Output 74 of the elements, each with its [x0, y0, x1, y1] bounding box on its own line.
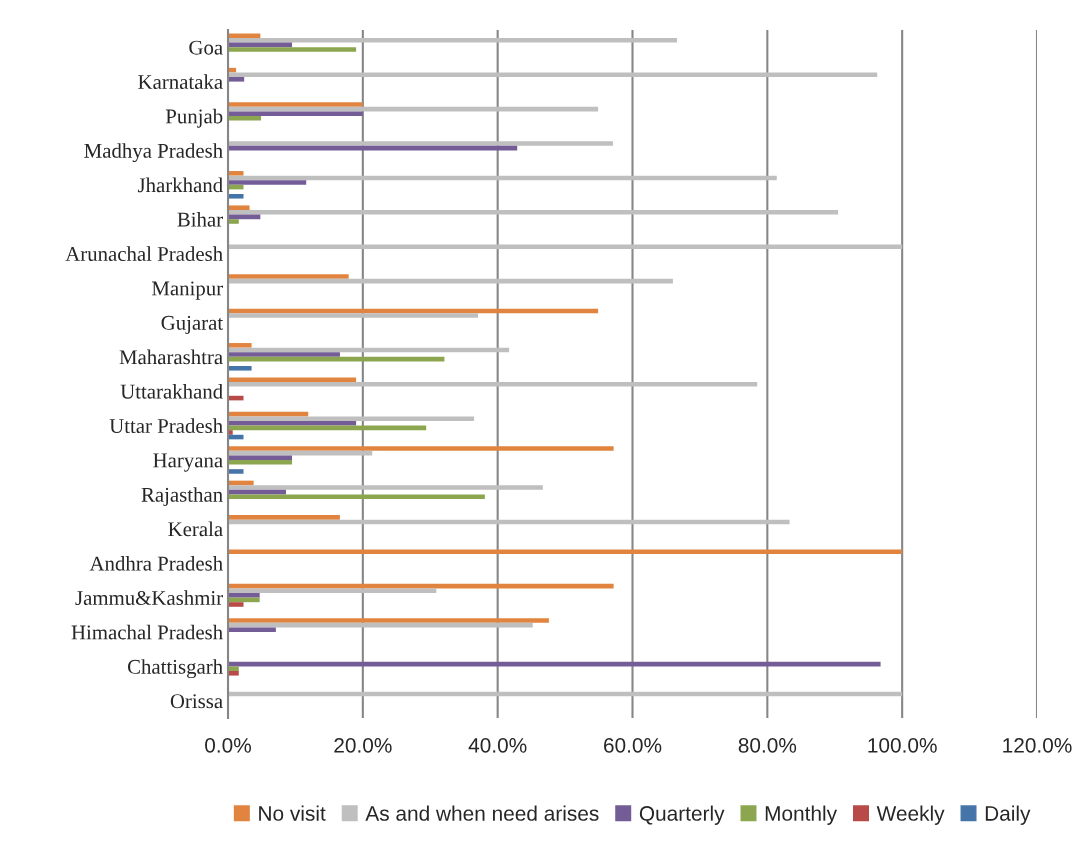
y-tick-label: Rajasthan: [141, 487, 223, 507]
x-tick-label: 0.0%: [205, 737, 251, 753]
bar: [228, 219, 239, 224]
y-tick-label: Jharkhand: [137, 177, 223, 193]
bar: [228, 244, 903, 250]
bar: [228, 666, 239, 671]
y-tick-label: Kerala: [168, 521, 223, 537]
y-tick-label: Goa: [189, 40, 223, 55]
bar: [228, 274, 349, 279]
bar: [228, 343, 252, 348]
bar: [228, 382, 758, 387]
bar: [228, 588, 437, 594]
bar: [228, 365, 252, 371]
bar: [228, 141, 613, 146]
y-tick-label: Orissa: [170, 694, 223, 709]
y-tick-label: Madhya Pradesh: [84, 143, 223, 163]
y-tick-label: Haryana: [153, 453, 223, 472]
bar: [228, 116, 262, 121]
bar: [228, 485, 543, 490]
bar: [228, 205, 250, 211]
bar: [228, 460, 293, 465]
y-tick-label: Maharashtra: [119, 349, 223, 365]
bar: [228, 593, 260, 598]
bar: [228, 446, 614, 451]
bar: [228, 313, 479, 318]
legend-label: Weekly: [876, 805, 945, 825]
x-tick-label: 120.0%: [1003, 737, 1072, 753]
bar: [228, 416, 475, 422]
bar: [228, 193, 244, 199]
bar: [228, 180, 307, 185]
bar: [228, 430, 233, 435]
bar: [228, 627, 276, 632]
y-tick-label: Himachal Pradesh: [71, 624, 223, 640]
bar: [228, 377, 357, 383]
x-tick-label: 80.0%: [738, 737, 797, 753]
y-tick-label: Bihar: [177, 211, 223, 227]
bar: [228, 77, 245, 82]
bar: [228, 33, 261, 39]
bar: [228, 618, 549, 623]
y-tick-label: Chattisgarh: [127, 659, 223, 679]
legend-label: Daily: [985, 805, 1031, 825]
y-tick-label: Punjab: [165, 108, 223, 128]
x-tick-label: 40.0%: [468, 737, 527, 753]
y-tick-label: Uttarakhand: [120, 383, 223, 399]
bar: [228, 111, 363, 116]
bar: [228, 421, 357, 426]
y-tick-label: Jammu&Kashmir: [75, 590, 223, 606]
bar: [228, 102, 363, 107]
bar: [228, 210, 839, 215]
bar: [228, 602, 244, 607]
legend-label: Monthly: [765, 805, 838, 825]
bar: [228, 72, 878, 78]
bar: [228, 38, 677, 43]
bar: [228, 494, 485, 499]
bar: [228, 549, 903, 555]
y-tick-label: Manipur: [151, 281, 223, 300]
x-tick-label: 20.0%: [334, 737, 392, 753]
x-tick-label: 60.0%: [604, 737, 662, 753]
y-tick-label: Andhra Pradesh: [89, 555, 223, 571]
y-tick-label: Arunachal Pradesh: [65, 246, 223, 262]
bar: [228, 47, 357, 52]
bar: [228, 455, 293, 460]
bar: [228, 469, 244, 474]
legend-label: Quarterly: [639, 805, 725, 825]
y-tick-label: Gujarat: [161, 315, 224, 335]
y-tick-label: Karnataka: [138, 74, 223, 90]
y-tick-label: Uttar Pradesh: [109, 418, 223, 434]
bar: [228, 171, 244, 176]
x-tick-label: 100.0%: [868, 737, 937, 753]
bar: [228, 515, 340, 520]
legend-label: No visit: [259, 805, 326, 821]
bar: [228, 352, 340, 357]
bar: [228, 670, 239, 676]
legend-label: As and when need arises: [365, 805, 599, 821]
